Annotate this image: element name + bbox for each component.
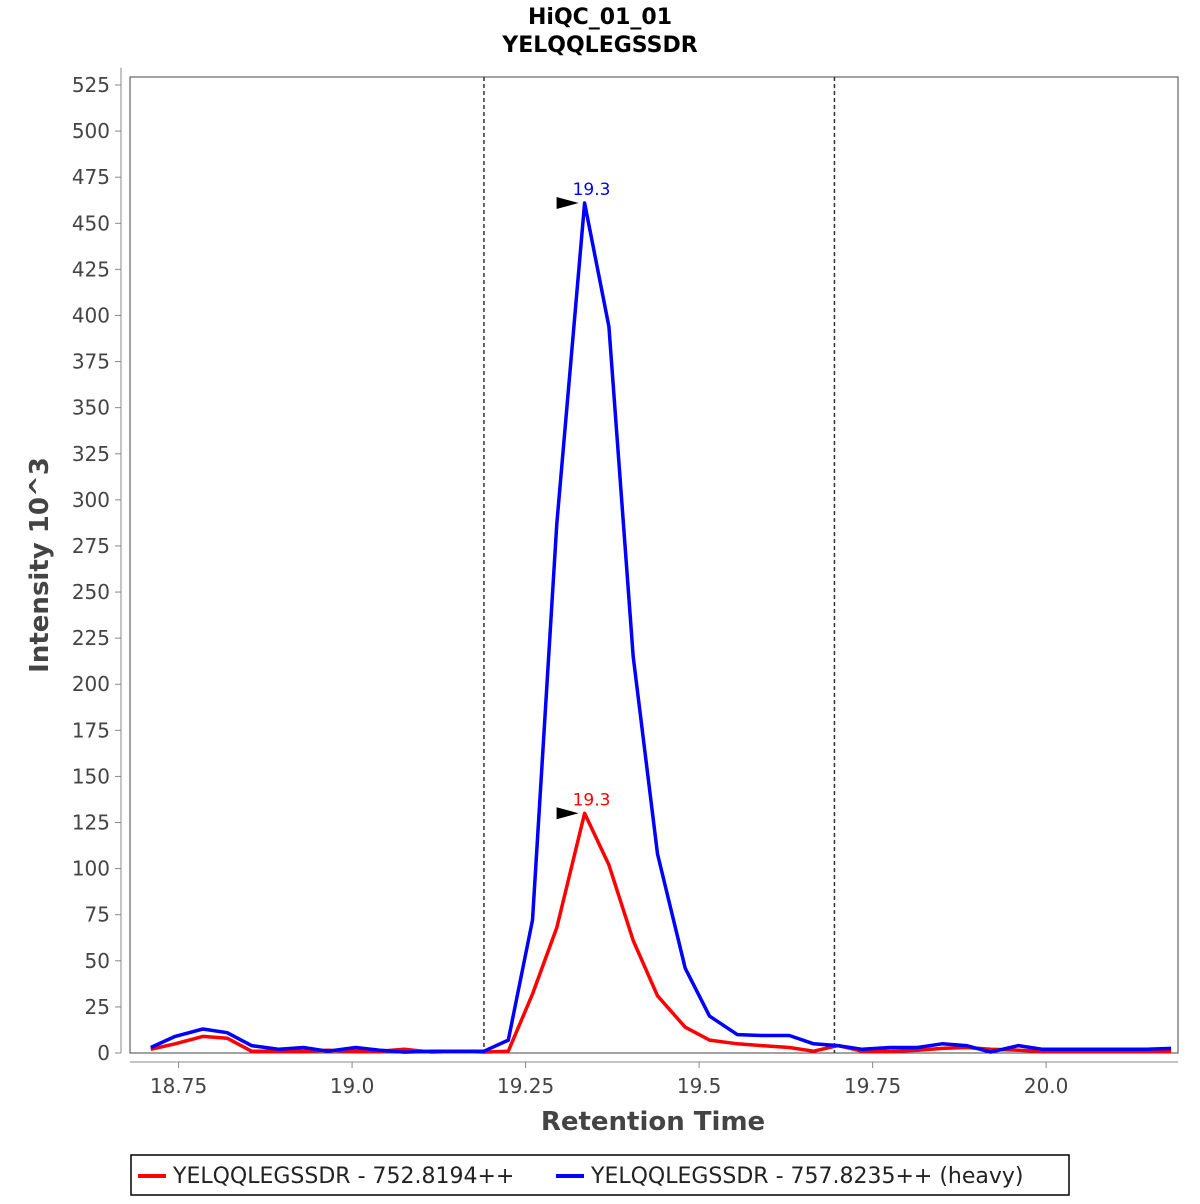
x-axis-label: Retention Time [541,1107,765,1137]
legend-box [130,1154,1070,1196]
y-tick-label: 325 [72,442,110,466]
peak-marker-arrow [556,197,579,210]
peak-marker-arrow [556,807,579,820]
y-tick-label: 350 [72,396,110,420]
y-tick-label: 75 [85,903,110,927]
y-tick-label: 300 [72,488,110,512]
y-axis: 0 25 50 75 100 125 150 175 200 225 250 275 300 325 350… [72,67,122,1065]
y-tick-label: 400 [72,303,110,327]
x-tick-label: 19.0 [330,1074,375,1098]
y-tick-label: 200 [72,672,110,696]
y-tick-label: 250 [72,580,110,604]
y-tick-label: 450 [72,211,110,235]
legend-label-heavy: YELQQLEGSSDR - 757.8235++ (heavy) [590,1164,1024,1189]
series-line-heavy [150,201,1172,1054]
x-tick-label: 19.25 [497,1074,554,1098]
chart-title-line-1: HiQC_01_01 [528,5,672,30]
y-tick-label: 0 [97,1041,110,1065]
y-tick-label: 500 [72,119,110,143]
y-axis-label: Intensity 10^3 [25,457,55,673]
y-tick-label: 475 [72,165,110,189]
series-group: 19.3 19.3 [150,180,1172,1054]
y-tick-label: 525 [72,73,110,97]
y-tick-label: 225 [72,626,110,650]
x-tick-label: 20.0 [1024,1074,1069,1098]
legend-label-light: YELQQLEGSSDR - 752.8194++ [172,1164,514,1189]
y-tick-label: 275 [72,534,110,558]
y-tick-label: 375 [72,350,110,374]
y-tick-label: 150 [72,764,110,788]
peak-label: 19.3 [573,180,611,200]
chart-title-line-2: YELQQLEGSSDR [501,33,697,58]
plot-area [129,76,1179,1054]
x-tick-label: 19.5 [677,1074,722,1098]
y-tick-label: 125 [72,811,110,835]
y-tick-label: 100 [72,857,110,881]
y-tick-label: 25 [85,995,110,1019]
legend: YELQQLEGSSDR - 752.8194++ YELQQLEGSSDR -… [130,1154,1070,1196]
y-tick-label: 50 [85,949,110,973]
y-tick-label: 425 [72,257,110,281]
x-tick-label: 19.75 [844,1074,901,1098]
x-tick-label: 18.75 [150,1074,207,1098]
y-tick-label: 175 [72,718,110,742]
peak-boundary-lines [483,77,836,1053]
x-axis: 18.75 19.0 19.25 19.5 19.75 20.0 [130,1061,1178,1098]
peak-label: 19.3 [573,790,611,810]
